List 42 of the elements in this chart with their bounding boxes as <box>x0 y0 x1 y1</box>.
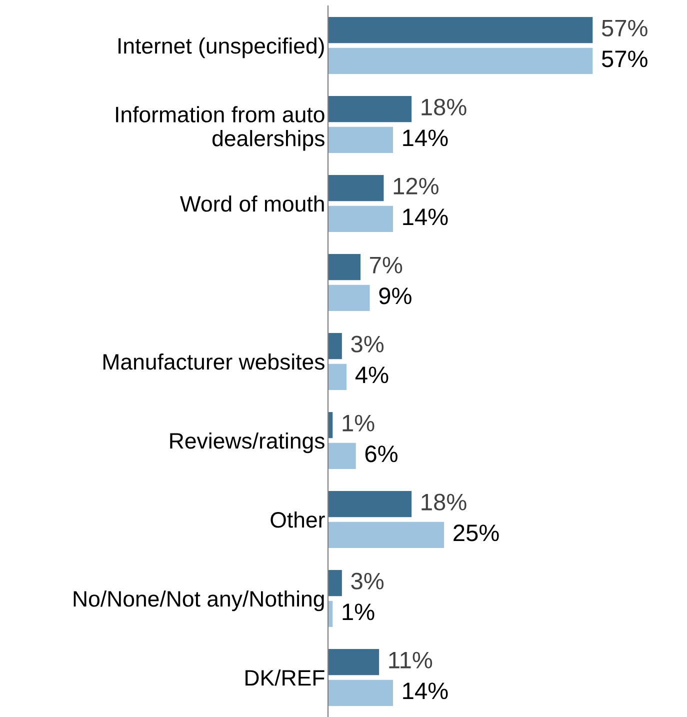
bar <box>328 364 347 390</box>
data-label: 57% <box>602 20 648 36</box>
bar <box>328 17 593 44</box>
data-label: 3% <box>351 572 384 590</box>
bar <box>328 491 412 518</box>
bar <box>328 649 380 676</box>
y-tick-label: DK/REF <box>246 669 324 686</box>
data-label: 7% <box>370 256 402 274</box>
data-label: 14% <box>403 130 448 146</box>
data-label: 6% <box>365 446 398 462</box>
y-tick-label: Other <box>270 511 325 528</box>
y-tick-label: Information from auto dealerships <box>116 106 324 151</box>
data-label: 11% <box>389 652 432 668</box>
data-label: 3% <box>351 336 384 352</box>
data-label: 18% <box>422 494 466 510</box>
data-label: 1% <box>342 604 374 620</box>
y-tick-label: Internet (unspecified) <box>118 37 324 58</box>
y-tick-label: Word of mouth <box>180 195 324 212</box>
bar <box>328 96 412 122</box>
y-tick-label: Reviews/ratings <box>170 432 324 454</box>
data-label: 14% <box>403 682 448 700</box>
data-label: 4% <box>355 366 388 384</box>
y-tick-label: No/None/Not any/Nothing <box>74 590 324 612</box>
bar <box>328 126 394 153</box>
data-label: 14% <box>403 208 448 226</box>
bar <box>328 48 593 74</box>
y-tick-label: Manufacturer websites <box>104 353 324 370</box>
bar <box>328 442 356 469</box>
bar <box>328 206 394 232</box>
bar <box>328 570 342 596</box>
data-label: 57% <box>602 50 648 68</box>
bar <box>328 680 394 706</box>
data-label: 25% <box>454 524 499 542</box>
data-label: 12% <box>394 178 438 194</box>
bar <box>328 175 384 202</box>
data-label: 1% <box>342 414 374 432</box>
data-label: 18% <box>422 98 466 116</box>
bar <box>328 254 360 280</box>
bar <box>328 522 444 548</box>
bar <box>328 333 342 360</box>
bar <box>328 284 370 311</box>
data-label: 9% <box>379 288 412 304</box>
